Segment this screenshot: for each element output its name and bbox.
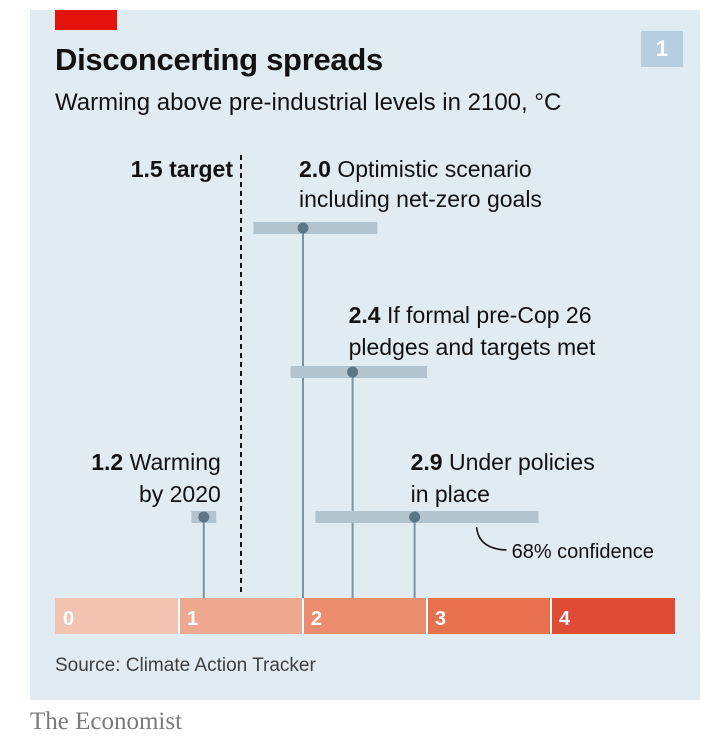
scenario-value-2.4: 2.4 [349,302,381,328]
publisher-brand: The Economist [30,708,183,735]
scale-segment-1 [179,598,303,634]
confidence-label: 68% confidence [512,541,654,563]
scenario-label-1.2: 1.2 Warming [91,449,221,475]
source-note: Source: Climate Action Tracker [55,655,316,676]
scenario-text-2.9: Under policies [443,449,595,475]
value-dot-2.9 [409,511,421,523]
scenario-text-2.4: If formal pre-Cop 26 [381,302,592,328]
range-bar-2.0 [253,222,378,234]
chart-title: Disconcerting spreads [55,42,383,77]
tick-label-3: 3 [435,608,446,630]
scenario-value-1.2: 1.2 [91,449,123,475]
scenario-label-2.4: 2.4 If formal pre-Cop 26 [349,302,592,328]
temperature-scale-bar: 0 1 2 3 4 [55,598,675,634]
scale-segment-3 [427,598,551,634]
chart-subtitle: Warming above pre-industrial levels in 2… [55,89,562,116]
scenario-label-line2-1.2: by 2020 [139,481,221,507]
scenario-label-line2-2.4: pledges and targets met [349,334,596,360]
scenario-text-1.2: Warming [123,449,221,475]
chart-panel [30,10,700,700]
brand-red-tag [55,10,117,30]
range-bar-2.4 [290,366,427,378]
tick-label-2: 2 [311,608,322,630]
scenario-labels: 1.2 Warming by 2020 2.0 Optimistic scenari… [91,156,654,563]
target-line-group: 1.5 target [131,155,242,596]
scale-segment-0 [55,598,179,634]
chart-number-badge: 1 [641,31,683,67]
scenario-text-2.0: Optimistic scenario [331,156,532,182]
confidence-pointer [475,526,507,551]
scale-segment-4 [551,598,675,634]
value-dot-1.2 [198,511,210,523]
scale-segment-2 [303,598,427,634]
scenario-label-line2-2.0: including net-zero goals [299,186,542,212]
tick-label-0: 0 [63,608,74,630]
scenario-label-2.9: 2.9 Under policies [411,449,595,475]
scenario-label-line2-2.9: in place [411,481,490,507]
target-label: 1.5 target [131,156,234,182]
scenario-label-2.0: 2.0 Optimistic scenario [299,156,532,182]
scenario-value-2.0: 2.0 [299,156,331,182]
tick-label-1: 1 [187,608,198,630]
tick-label-4: 4 [559,608,571,630]
scenario-ranges [191,222,539,598]
value-dot-2.4 [347,366,359,378]
range-bar-2.9 [315,511,539,523]
scenario-value-2.9: 2.9 [411,449,443,475]
value-dot-2.0 [297,222,309,234]
